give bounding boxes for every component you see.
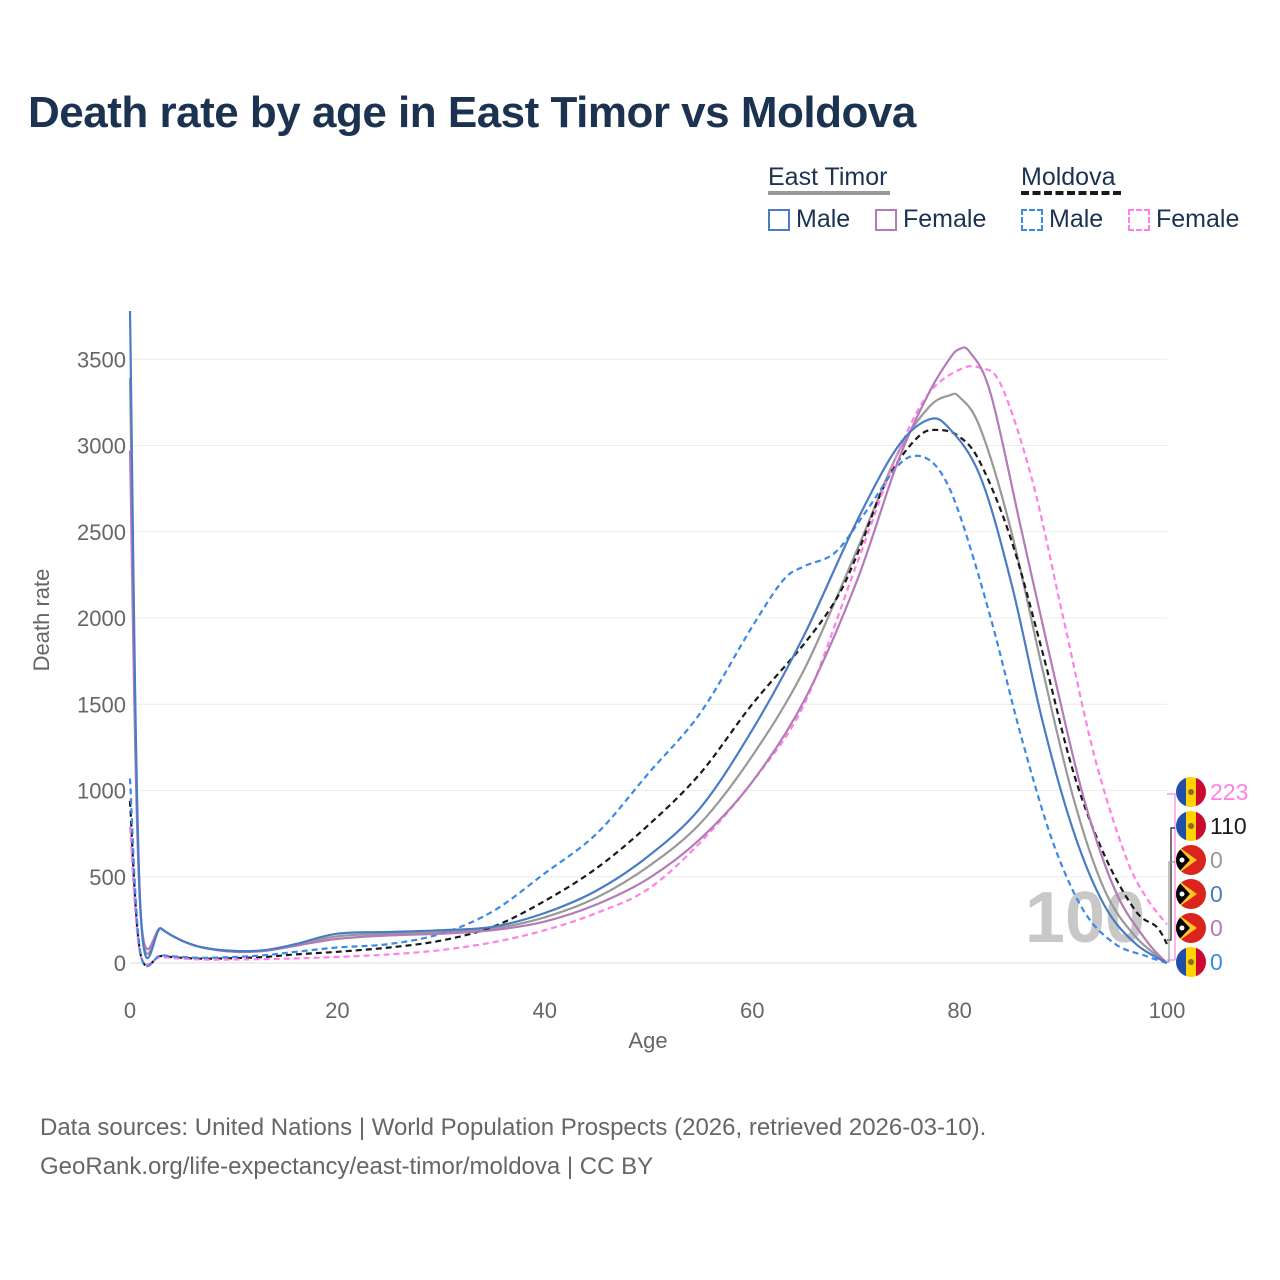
series-line-moldova-male	[128, 454, 1168, 968]
end-label-connector	[1167, 861, 1175, 963]
grid-lines	[130, 358, 1167, 964]
legend-group-label: East Timor	[768, 163, 888, 191]
end-label-connector	[1167, 827, 1175, 941]
end-label-connector	[1167, 793, 1176, 961]
end-label-value: 110	[1210, 813, 1247, 839]
legend-item-moldova-male[interactable]: Male	[1021, 205, 1103, 234]
moldova-flag-icon	[1176, 947, 1206, 977]
y-tick-label: 3500	[77, 347, 126, 372]
y-tick-label: 500	[89, 865, 126, 890]
east-timor-flag-icon	[1176, 913, 1206, 943]
legend-label: Male	[1049, 205, 1104, 233]
x-axis-ticks: 0 20 40 60 80 100	[124, 998, 1185, 1023]
end-label: 110	[1176, 811, 1247, 841]
legend-group-label: Moldova	[1021, 163, 1116, 191]
series-line-east-timor-female	[128, 346, 1168, 964]
legend-swatch	[1128, 208, 1150, 231]
series-line-moldova-total	[128, 428, 1168, 967]
legend-swatch	[1021, 208, 1043, 231]
legend-item-east-timor-male[interactable]: Male	[768, 205, 850, 234]
legend-swatch	[875, 208, 897, 231]
x-axis-label: Age	[628, 1028, 667, 1053]
x-tick-label: 20	[325, 998, 349, 1023]
legend-swatch	[768, 208, 790, 231]
end-label: 223	[1176, 777, 1248, 807]
legend-dashed-line	[1021, 191, 1121, 195]
legend-item-moldova-female[interactable]: Female	[1128, 205, 1239, 234]
legend-group-moldova: Moldova	[1021, 163, 1116, 192]
moldova-flag-icon	[1176, 777, 1206, 807]
legend-label: Female	[1156, 205, 1240, 233]
x-tick-label: 80	[947, 998, 971, 1023]
end-label: 0	[1176, 845, 1223, 875]
legend-item-east-timor-female[interactable]: Female	[875, 205, 986, 234]
end-label-value: 0	[1210, 847, 1223, 873]
end-label-value: 0	[1210, 949, 1223, 975]
y-axis-label: Death rate	[29, 569, 54, 672]
y-tick-label: 0	[114, 951, 126, 976]
end-label: 0	[1176, 879, 1223, 909]
x-tick-label: 0	[124, 998, 136, 1023]
series-line-east-timor-male	[128, 310, 1168, 964]
source-line-2: GeoRank.org/life-expectancy/east-timor/m…	[40, 1153, 654, 1180]
legend-group-east-timor: East Timor	[768, 163, 887, 192]
current-age-watermark: 100	[1025, 878, 1145, 958]
series-line-total	[128, 378, 1168, 964]
chart-title: Death rate by age in East Timor vs Moldo…	[28, 88, 916, 137]
legend-solid-line	[768, 191, 890, 195]
east-timor-flag-icon	[1176, 845, 1206, 875]
y-tick-label: 2500	[77, 520, 126, 545]
end-label: 0	[1176, 913, 1223, 943]
y-tick-label: 1000	[77, 779, 126, 804]
y-tick-label: 1500	[77, 692, 126, 717]
end-label: 0	[1176, 947, 1223, 977]
y-tick-label: 2000	[77, 606, 126, 631]
end-labels: 223 110 0 0 0 0	[1167, 777, 1248, 977]
source-line-1: Data sources: United Nations | World Pop…	[40, 1114, 987, 1141]
x-tick-label: 40	[533, 998, 557, 1023]
east-timor-flag-icon	[1176, 879, 1206, 909]
end-label-value: 0	[1210, 881, 1223, 907]
x-tick-label: 100	[1149, 998, 1186, 1023]
legend-label: Female	[903, 205, 987, 233]
y-tick-label: 3000	[77, 434, 126, 459]
x-tick-label: 60	[740, 998, 764, 1023]
legend-label: Male	[796, 205, 851, 233]
series-lines	[128, 310, 1168, 968]
moldova-flag-icon	[1176, 811, 1206, 841]
end-label-value: 223	[1210, 779, 1248, 805]
y-axis-ticks: 0 500 1000 1500 2000 2500 3000 3500	[77, 347, 126, 976]
series-line-moldova-female	[128, 365, 1168, 966]
source-note: Data sources: United Nations | World Pop…	[40, 1108, 986, 1186]
end-label-value: 0	[1210, 915, 1223, 941]
